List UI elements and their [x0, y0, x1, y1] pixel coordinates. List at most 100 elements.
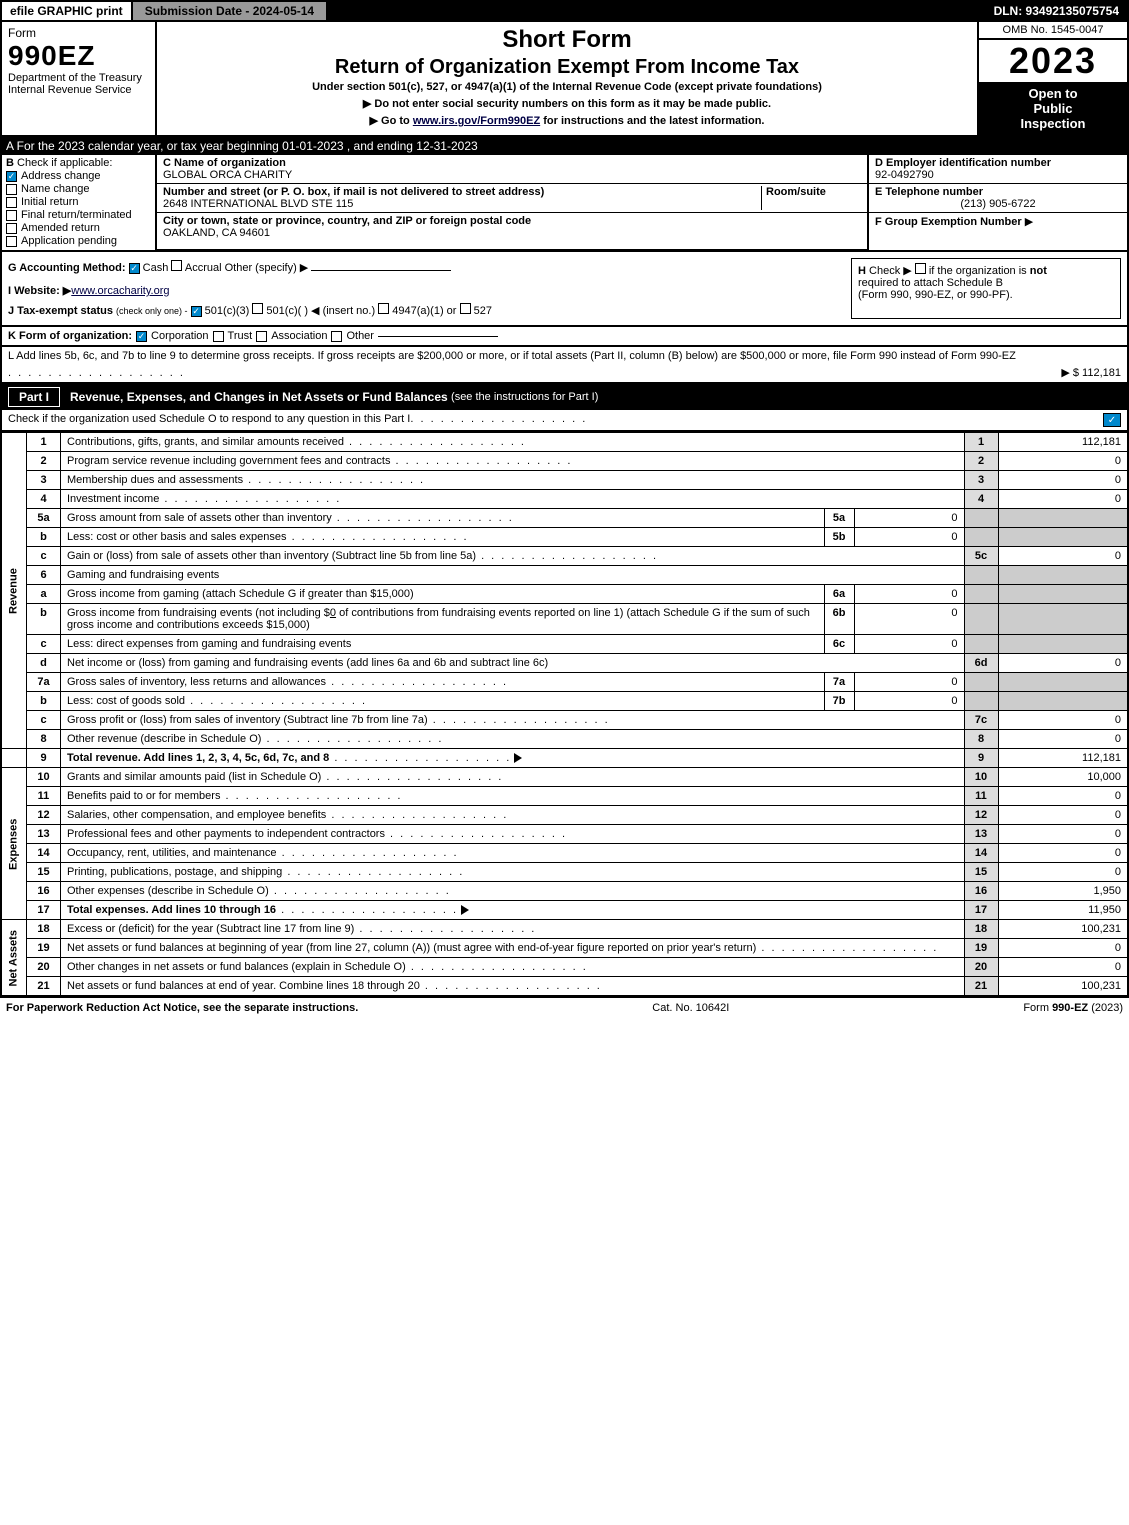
checkbox-icon — [213, 331, 224, 342]
line-text: Less: direct expenses from gaming and fu… — [67, 638, 351, 650]
checkbox-checked-icon: ✓ — [129, 263, 140, 274]
line-text: Net assets or fund balances at beginning… — [67, 942, 756, 954]
line-ref: 5c — [964, 547, 998, 566]
goto-link[interactable]: www.irs.gov/Form990EZ — [413, 115, 540, 127]
line-num: 5a — [27, 509, 61, 528]
line-amount: 0 — [998, 730, 1128, 749]
part1-sub: (see the instructions for Part I) — [451, 391, 598, 403]
g-label: G Accounting Method: — [8, 262, 126, 274]
efile-print[interactable]: efile GRAPHIC print — [2, 2, 131, 20]
line-text: Benefits paid to or for members — [67, 790, 220, 802]
g-other: Other (specify) ▶ — [225, 262, 309, 274]
line-amount: 0 — [998, 452, 1128, 471]
open-line2: Public — [983, 101, 1123, 116]
checkbox-checked-icon: ✓ — [6, 171, 17, 182]
line-ref: 2 — [964, 452, 998, 471]
line-text: Grants and similar amounts paid (list in… — [67, 771, 321, 783]
chk-amended-return[interactable]: Amended return — [6, 222, 151, 234]
line-num: 9 — [27, 749, 61, 768]
h-req: required to attach Schedule B — [858, 277, 1003, 289]
goto-pre: ▶ Go to — [370, 115, 413, 127]
chk-initial-return[interactable]: Initial return — [6, 196, 151, 208]
part1-check-text: Check if the organization used Schedule … — [8, 413, 410, 427]
line-amount: 0 — [998, 844, 1128, 863]
line-amount: 0 — [998, 471, 1128, 490]
tax-year: 2023 — [979, 40, 1127, 82]
topbar: efile GRAPHIC print Submission Date - 20… — [0, 0, 1129, 22]
line-ref: 10 — [964, 768, 998, 787]
section-k: K Form of organization: ✓Corporation Tru… — [0, 327, 1129, 347]
line-amount: 100,231 — [998, 977, 1128, 997]
b-letter: B — [6, 157, 14, 169]
line-amount: 112,181 — [998, 433, 1128, 452]
checkbox-icon — [331, 331, 342, 342]
sub-line-amount: 0 — [854, 528, 964, 547]
line-text: Printing, publications, postage, and shi… — [67, 866, 282, 878]
chk-name-change[interactable]: Name change — [6, 183, 151, 195]
shaded-cell — [998, 604, 1128, 635]
h-if: if the organization is — [929, 265, 1027, 277]
k-other: Other — [346, 330, 374, 342]
chk-application-pending[interactable]: Application pending — [6, 235, 151, 247]
chk-address-change[interactable]: ✓Address change — [6, 170, 151, 182]
dots — [410, 413, 587, 427]
j-insert: ◀ (insert no.) — [311, 305, 375, 317]
line-ref: 21 — [964, 977, 998, 997]
shaded-cell — [964, 528, 998, 547]
h-check: Check ▶ — [869, 265, 912, 277]
line-amount: 0 — [998, 958, 1128, 977]
line-ref: 15 — [964, 863, 998, 882]
return-title: Return of Organization Exempt From Incom… — [165, 56, 969, 79]
line-num: 7a — [27, 673, 61, 692]
line-ref: 6d — [964, 654, 998, 673]
line-num: c — [27, 711, 61, 730]
j-4947: 4947(a)(1) or — [392, 305, 456, 317]
dept: Department of the Treasury — [8, 72, 149, 84]
g-cash: Cash — [143, 262, 169, 274]
line-num: d — [27, 654, 61, 673]
line-num: a — [27, 585, 61, 604]
line-text: Other revenue (describe in Schedule O) — [67, 733, 261, 745]
line-num: 21 — [27, 977, 61, 997]
line-text: Other changes in net assets or fund bala… — [67, 961, 406, 973]
checkbox-checked-icon[interactable]: ✓ — [1103, 413, 1121, 427]
netassets-vert-label: Net Assets — [1, 920, 27, 997]
l-value: ▶ $ 112,181 — [1061, 366, 1121, 379]
k-corp: Corporation — [151, 330, 208, 342]
line-num: 10 — [27, 768, 61, 787]
e-label: E Telephone number — [875, 186, 1121, 198]
checkbox-icon — [6, 236, 17, 247]
sub-line-num: 5b — [824, 528, 854, 547]
line-text: Occupancy, rent, utilities, and maintena… — [67, 847, 277, 859]
line-text: Total expenses. Add lines 10 through 16 — [67, 904, 276, 916]
checkbox-icon — [6, 223, 17, 234]
arrow-icon — [461, 905, 469, 915]
line-num: 8 — [27, 730, 61, 749]
line-text-pre: Gross income from fundraising events (no… — [67, 607, 330, 619]
k-trust: Trust — [228, 330, 253, 342]
chk-final-return[interactable]: Final return/terminated — [6, 209, 151, 221]
under-section: Under section 501(c), 527, or 4947(a)(1)… — [165, 81, 969, 93]
website-link[interactable]: www.orcacharity.org — [71, 285, 169, 297]
checkbox-icon — [256, 331, 267, 342]
checkbox-icon — [171, 260, 182, 271]
section-h: H Check ▶ if the organization is not req… — [851, 258, 1121, 319]
line-amount: 0 — [998, 547, 1128, 566]
line-num: 13 — [27, 825, 61, 844]
sub-line-num: 6a — [824, 585, 854, 604]
checkbox-icon — [252, 303, 263, 314]
checkbox-icon[interactable] — [915, 263, 926, 274]
section-gh: G Accounting Method: ✓ Cash Accrual Othe… — [0, 252, 1129, 327]
shaded-cell — [998, 635, 1128, 654]
telephone: (213) 905-6722 — [875, 198, 1121, 210]
line-num: 18 — [27, 920, 61, 939]
revenue-vert-label: Revenue — [1, 433, 27, 749]
dln: DLN: 93492135075754 — [986, 2, 1127, 20]
line-text: Excess or (deficit) for the year (Subtra… — [67, 923, 354, 935]
org-name: GLOBAL ORCA CHARITY — [163, 169, 861, 181]
line-text: Less: cost or other basis and sales expe… — [67, 531, 287, 543]
line-amount: 0 — [998, 825, 1128, 844]
j-label: J Tax-exempt status — [8, 305, 113, 317]
line-text: Salaries, other compensation, and employ… — [67, 809, 326, 821]
line-num: 6 — [27, 566, 61, 585]
